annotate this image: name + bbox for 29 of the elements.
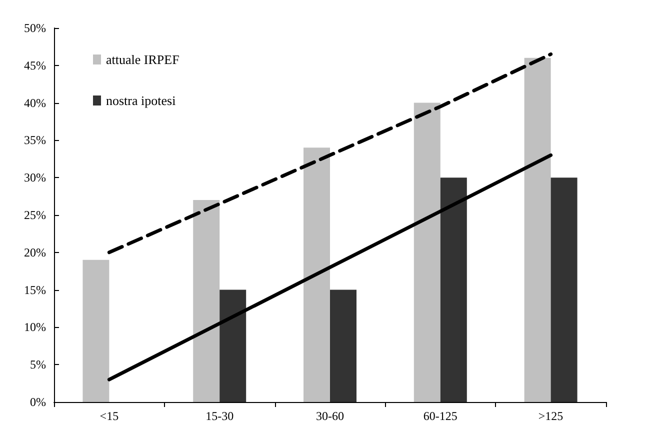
legend-label: nostra ipotesi (106, 93, 176, 108)
line-series (107, 52, 553, 254)
y-tick-label: 40% (24, 96, 46, 110)
y-tick-label: 25% (24, 208, 46, 222)
y-tick-label: 45% (24, 58, 46, 72)
bar (524, 58, 551, 402)
bar (304, 148, 330, 402)
bar (193, 200, 220, 402)
x-tick-label: <15 (100, 409, 119, 423)
x-tick-label: >125 (538, 409, 564, 423)
bar (440, 178, 467, 402)
y-tick-label: 5% (30, 358, 46, 372)
y-tick-label: 15% (24, 282, 46, 297)
x-tick-label: 60-125 (423, 409, 458, 423)
line-series (107, 153, 553, 382)
y-tick-label: 30% (24, 170, 46, 185)
y-tick-label: 0% (30, 395, 46, 409)
legend-label: attuale IRPEF (106, 52, 180, 67)
bar (550, 178, 578, 402)
x-tick-label: 15-30 (206, 409, 234, 423)
bar (82, 260, 110, 402)
y-tick-label: 35% (24, 133, 46, 148)
y-tick-label: 50% (24, 21, 46, 35)
bar (414, 102, 440, 402)
bar (220, 290, 246, 402)
x-tick-label: 30-60 (316, 409, 344, 423)
bar (330, 290, 356, 402)
y-tick-label: 10% (24, 320, 46, 334)
y-tick-label: 20% (24, 245, 46, 260)
